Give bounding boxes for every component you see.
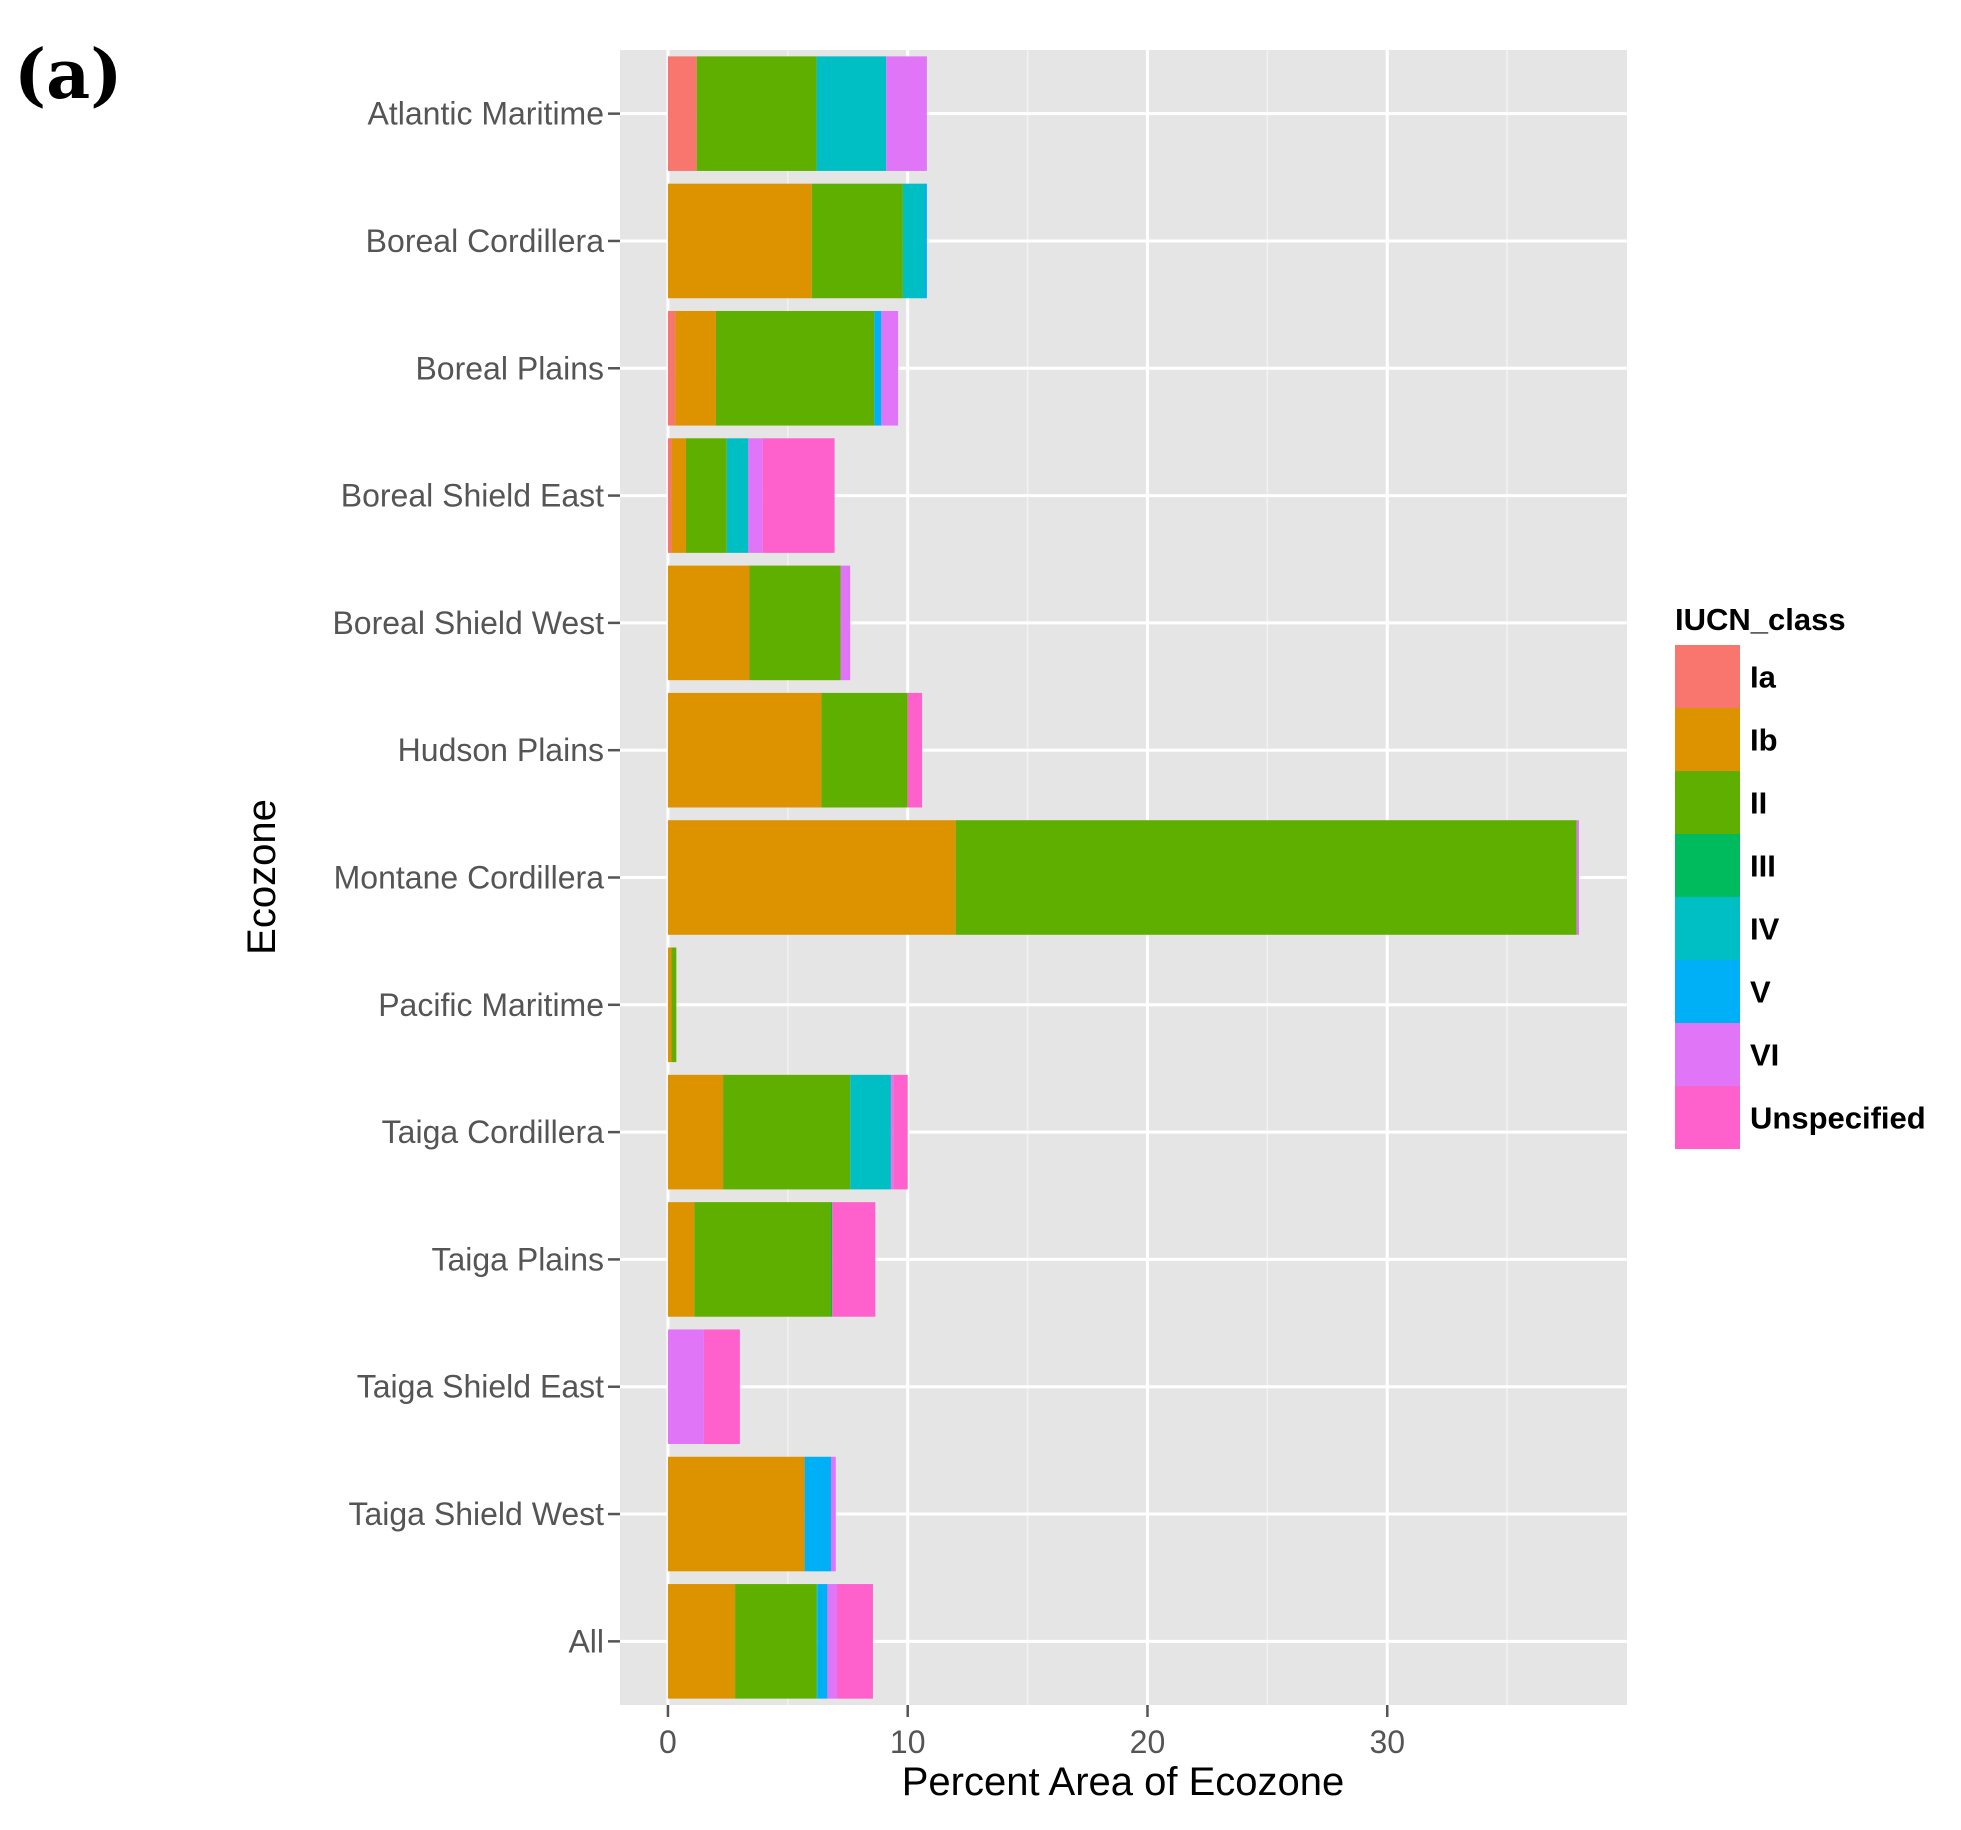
bar-boreal-plains-vi — [881, 310, 899, 426]
bar-taiga-shield-west-vi — [830, 1456, 836, 1572]
legend-title: IUCN_class — [1675, 602, 1846, 637]
bar-boreal-plains-v — [874, 310, 882, 426]
bar-taiga-cordillera-ii — [723, 1074, 851, 1190]
bar-atlantic-maritime-ii — [696, 56, 817, 171]
legend-key-iv — [1675, 897, 1740, 960]
bar-atlantic-maritime-vi — [886, 56, 927, 171]
y-tick-label-boreal-plains: Boreal Plains — [415, 350, 604, 386]
y-tick-label-pacific-maritime: Pacific Maritime — [378, 987, 604, 1023]
y-tick-label-boreal-cordillera: Boreal Cordillera — [366, 223, 605, 259]
legend-label-vi: VI — [1750, 1038, 1779, 1073]
y-tick-label-hudson-plains: Hudson Plains — [398, 732, 604, 768]
bar-taiga-plains-ii — [694, 1202, 831, 1317]
y-axis-title: Ecozone — [240, 799, 284, 955]
bar-boreal-shield-east-ii — [685, 438, 727, 553]
y-tick-label-taiga-cordillera: Taiga Cordillera — [382, 1114, 605, 1150]
legend-label-ia: Ia — [1750, 660, 1777, 695]
x-axis: 0 10 20 30 — [659, 1705, 1405, 1760]
bar-taiga-shield-west-ib — [667, 1456, 805, 1572]
x-tick-label-10: 10 — [890, 1724, 926, 1760]
y-tick-label-taiga-shield-west: Taiga Shield West — [348, 1496, 604, 1532]
legend-key-iii — [1675, 834, 1740, 897]
legend-label-ib: Ib — [1750, 723, 1778, 758]
bar-taiga-shield-east-vi — [667, 1329, 704, 1445]
panel-label: (a) — [14, 35, 122, 115]
y-tick-label-taiga-plains: Taiga Plains — [431, 1241, 604, 1277]
bar-hudson-plains-ii — [821, 692, 908, 808]
legend-label-v: V — [1750, 975, 1771, 1010]
bars — [667, 56, 1580, 1699]
bar-atlantic-maritime-iv — [816, 56, 887, 171]
bar-taiga-shield-west-v — [804, 1456, 831, 1572]
bar-boreal-plains-ii — [715, 310, 875, 426]
bar-montane-cordillera-ib — [667, 820, 956, 935]
bar-hudson-plains-unspecified — [907, 692, 923, 808]
bar-boreal-cordillera-iv — [902, 183, 925, 299]
bar-boreal-cordillera-ib — [667, 183, 812, 299]
bar-boreal-shield-east-ib — [671, 438, 686, 553]
bar-all-unspecified — [836, 1584, 873, 1699]
x-tick-label-0: 0 — [659, 1724, 677, 1760]
bar-taiga-plains-iii — [830, 1202, 833, 1317]
x-axis-title: Percent Area of Ecozone — [902, 1760, 1345, 1804]
bar-boreal-shield-west-ii — [749, 565, 841, 681]
bar-taiga-shield-east-unspecified — [703, 1329, 740, 1445]
bar-boreal-plains-ib — [675, 310, 716, 426]
bar-all-iv — [816, 1584, 818, 1699]
bar-boreal-plains-ia — [667, 310, 676, 426]
bar-taiga-cordillera-ib — [667, 1074, 724, 1190]
y-tick-label-all: All — [568, 1623, 604, 1659]
y-tick-label-taiga-shield-east: Taiga Shield East — [357, 1369, 604, 1405]
x-tick-label-20: 20 — [1130, 1724, 1166, 1760]
legend-label-unspecified: Unspecified — [1750, 1101, 1926, 1136]
bar-taiga-cordillera-iv — [850, 1074, 891, 1190]
bar-all-ii — [735, 1584, 817, 1699]
bar-boreal-cordillera-ii — [811, 183, 903, 299]
legend-key-vi — [1675, 1023, 1740, 1086]
legend-label-iii: III — [1750, 849, 1776, 884]
legend-key-ia — [1675, 645, 1740, 708]
bar-all-ib — [667, 1584, 736, 1699]
bar-boreal-shield-east-iv — [726, 438, 749, 553]
y-axis: Atlantic Maritime Boreal Cordillera Boreal… — [332, 96, 620, 1659]
bar-atlantic-maritime-ia — [667, 56, 697, 171]
bar-boreal-shield-east-unspecified — [762, 438, 835, 553]
bar-taiga-cordillera-unspecified — [893, 1074, 908, 1190]
bar-pacific-maritime-ii — [671, 947, 677, 1063]
bar-all-vi — [827, 1584, 837, 1699]
legend-label-ii: II — [1750, 786, 1767, 821]
bar-boreal-shield-west-vi — [840, 565, 851, 681]
bar-taiga-cordillera-vi — [890, 1074, 894, 1190]
bar-boreal-shield-west-ib — [667, 565, 750, 681]
bar-boreal-shield-east-vi — [748, 438, 763, 553]
bar-all-v — [817, 1584, 828, 1699]
bar-boreal-cordillera-v — [924, 183, 927, 299]
bar-boreal-shield-east-ia — [667, 438, 672, 553]
legend-key-ib — [1675, 708, 1740, 771]
bar-taiga-plains-unspecified — [832, 1202, 876, 1317]
y-tick-label-boreal-shield-east: Boreal Shield East — [341, 478, 604, 514]
y-tick-label-atlantic-maritime: Atlantic Maritime — [368, 96, 605, 132]
bar-montane-cordillera-ii — [955, 820, 1577, 935]
bar-taiga-plains-ib — [667, 1202, 695, 1317]
bar-hudson-plains-ib — [667, 692, 822, 808]
legend-key-ii — [1675, 771, 1740, 834]
bar-montane-cordillera-vi — [1576, 820, 1580, 935]
bar-pacific-maritime-ib — [667, 947, 672, 1063]
y-tick-label-boreal-shield-west: Boreal Shield West — [332, 605, 604, 641]
legend-label-iv: IV — [1750, 912, 1780, 947]
legend-key-v — [1675, 960, 1740, 1023]
y-tick-label-montane-cordillera: Montane Cordillera — [334, 860, 605, 896]
x-tick-label-30: 30 — [1369, 1724, 1405, 1760]
legend-key-unspecified — [1675, 1086, 1740, 1149]
